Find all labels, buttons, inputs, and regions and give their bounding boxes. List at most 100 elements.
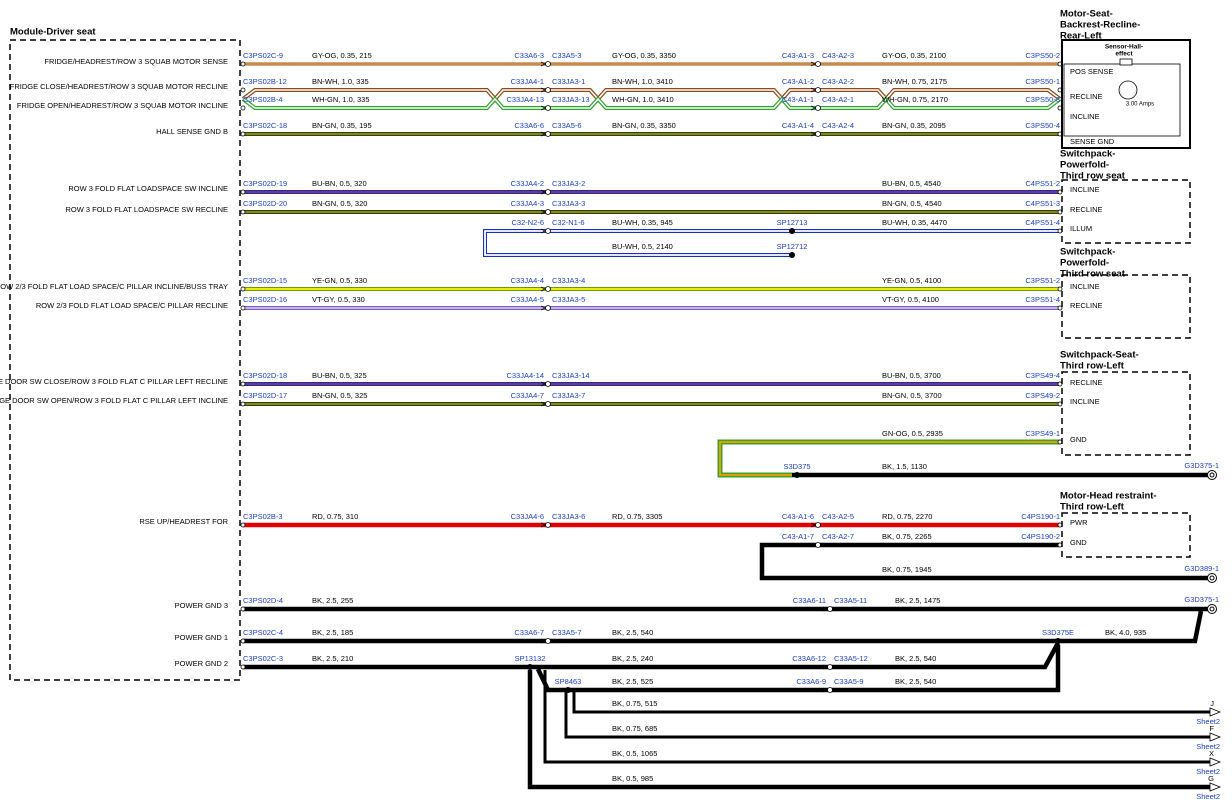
wire-label: GN-OG, 0.5, 2935 bbox=[882, 429, 943, 438]
connector-label: C3PS51-2 bbox=[1025, 276, 1060, 285]
wire bbox=[535, 645, 1061, 693]
component-title: Third row-Left bbox=[1060, 502, 1125, 513]
splice bbox=[565, 687, 571, 693]
wire-label: BN-WH, 1.0, 335 bbox=[312, 77, 369, 86]
component-pin: GND bbox=[1070, 435, 1087, 444]
wire-label: YE-GN, 0.5, 330 bbox=[312, 276, 367, 285]
wire bbox=[572, 692, 1210, 714]
connector-label: C3PS02C-4 bbox=[243, 628, 283, 637]
inline-connector bbox=[545, 131, 551, 137]
sheet-ref: Sheet2 bbox=[1196, 792, 1220, 801]
connector-arrow bbox=[540, 401, 546, 407]
wire-label: BK, 1.5, 1130 bbox=[882, 462, 927, 471]
connector-label: C33A6-12 bbox=[792, 654, 826, 663]
connector-arrow bbox=[540, 522, 546, 528]
wire-label: BU-BN, 0.5, 320 bbox=[312, 179, 367, 188]
inline-connector bbox=[815, 522, 821, 528]
wire-label: BK, 4.0, 935 bbox=[1105, 628, 1146, 637]
pin bbox=[240, 105, 246, 111]
pin-label: FRIDGE/HEADREST/ROW 3 SQUAB MOTOR SENSE bbox=[44, 57, 228, 66]
component-pin: PWR bbox=[1070, 518, 1088, 527]
inline-connector bbox=[815, 87, 821, 93]
connector-label: C33JA3-2 bbox=[552, 179, 585, 188]
connector-label: C3PS49-4 bbox=[1025, 371, 1060, 380]
wire-label: BK, 2.5, 525 bbox=[612, 677, 653, 686]
wire-label: BK, 2.5, 540 bbox=[895, 654, 936, 663]
wire-label: BN-GN, 0.5, 4540 bbox=[882, 199, 942, 208]
wire-label: VT-GY, 0.5, 4100 bbox=[882, 295, 939, 304]
connector-arrow bbox=[822, 664, 828, 670]
connector-label: C43-A1-4 bbox=[782, 121, 814, 130]
pin-label: FRIDGE OPEN/HEADREST/ROW 3 SQUAB MOTOR I… bbox=[17, 101, 228, 110]
component-title: Motor-Head restraint- bbox=[1060, 491, 1157, 502]
connector-label: C33A6-6 bbox=[514, 121, 544, 130]
component-title: Motor-Seat- bbox=[1060, 9, 1113, 20]
component-pin: RECLINE bbox=[1070, 378, 1103, 387]
rating-label: 3.00 Amps bbox=[1126, 102, 1154, 108]
wire bbox=[243, 641, 1060, 670]
wire-label: BK, 2.5, 240 bbox=[612, 654, 653, 663]
ground-label: G3D375-1 bbox=[1184, 595, 1219, 604]
connector-label: C43-A1-7 bbox=[782, 532, 814, 541]
connector-arrow bbox=[540, 87, 546, 93]
inline-connector bbox=[545, 61, 551, 67]
pin-label: ROW 3 FOLD FLAT LOADSPACE SW INCLINE bbox=[68, 184, 228, 193]
sensor-label: effect bbox=[1115, 51, 1133, 58]
connector-label: C33JA3-3 bbox=[552, 199, 585, 208]
splice-label: SP12712 bbox=[777, 242, 808, 251]
wire-label: BN-WH, 0.75, 2175 bbox=[882, 77, 947, 86]
component-box bbox=[1061, 179, 1191, 244]
connector-label: C33A6-3 bbox=[514, 51, 544, 60]
ground bbox=[1209, 575, 1215, 581]
pin-label: POWER GND 2 bbox=[175, 659, 228, 668]
connector-label: C4PS51-4 bbox=[1025, 218, 1060, 227]
wire-label: VT-GY, 0.5, 330 bbox=[312, 295, 365, 304]
inline-connector bbox=[815, 61, 821, 67]
inline-connector bbox=[545, 189, 551, 195]
connector-label: C33JA4-14 bbox=[506, 371, 544, 380]
sensor-label: Sensor-Hall- bbox=[1105, 44, 1143, 51]
connector-label: C33JA4-13 bbox=[506, 95, 544, 104]
connector-label: C3PS50-1 bbox=[1025, 77, 1060, 86]
wire-label: BK, 2.5, 210 bbox=[312, 654, 353, 663]
sheet-letter: F bbox=[1209, 724, 1214, 733]
connector-label: C4PS190-1 bbox=[1021, 512, 1060, 521]
module-box bbox=[9, 39, 241, 681]
connector-label: C33A6-11 bbox=[793, 596, 826, 605]
sheet-arrow bbox=[1209, 782, 1222, 792]
inline-connector bbox=[545, 638, 551, 644]
wire bbox=[543, 670, 1210, 764]
component-pin: INCLINE bbox=[1070, 397, 1100, 406]
connector-label: C3PS49-2 bbox=[1025, 391, 1060, 400]
component-pin: RECLINE bbox=[1070, 301, 1103, 310]
connector-label: C3PS02B-4 bbox=[243, 95, 283, 104]
sheet-letter: G bbox=[1208, 774, 1214, 783]
component-title: Third row-Left bbox=[1060, 361, 1125, 372]
connector-label: C43-A2-5 bbox=[822, 512, 854, 521]
sheet-letter: J bbox=[1210, 699, 1214, 708]
connector-label: C3PS02B-12 bbox=[243, 77, 287, 86]
wire-label: WH-GN, 1.0, 3410 bbox=[612, 95, 674, 104]
connector-label: C43-A1-3 bbox=[782, 51, 814, 60]
connector-label: C43-A1-6 bbox=[782, 512, 814, 521]
wire-label: BU-BN, 0.5, 3700 bbox=[882, 371, 941, 380]
hall-sensor bbox=[1119, 58, 1133, 66]
pin bbox=[240, 87, 246, 93]
connector-label: C43-A2-3 bbox=[822, 51, 854, 60]
pin-label: FRIDGE DOOR SW CLOSE/ROW 3 FOLD FLAT C P… bbox=[0, 377, 228, 386]
inline-connector bbox=[545, 87, 551, 93]
component-title: Rear-Left bbox=[1060, 31, 1103, 42]
connector-label: C33JA3-1 bbox=[552, 77, 585, 86]
connector-label: C3PS50-2 bbox=[1025, 51, 1060, 60]
sheet-ref: Sheet2 bbox=[1196, 767, 1220, 776]
pin-label: ROW 3 FOLD FLAT LOADSPACE SW RECLINE bbox=[65, 205, 228, 214]
wire-stripe bbox=[242, 97, 1061, 109]
wire-label: BU-WH, 0.35, 4470 bbox=[882, 218, 947, 227]
pin-label: HALL SENSE GND B bbox=[156, 127, 228, 136]
wire-label: BK, 0.75, 2265 bbox=[882, 532, 932, 541]
connector-arrow bbox=[810, 105, 816, 111]
wire-label: BK, 0.75, 685 bbox=[612, 724, 657, 733]
sheet-arrow bbox=[1209, 707, 1222, 717]
pin bbox=[240, 305, 246, 311]
connector-label: C33A5-3 bbox=[552, 51, 582, 60]
